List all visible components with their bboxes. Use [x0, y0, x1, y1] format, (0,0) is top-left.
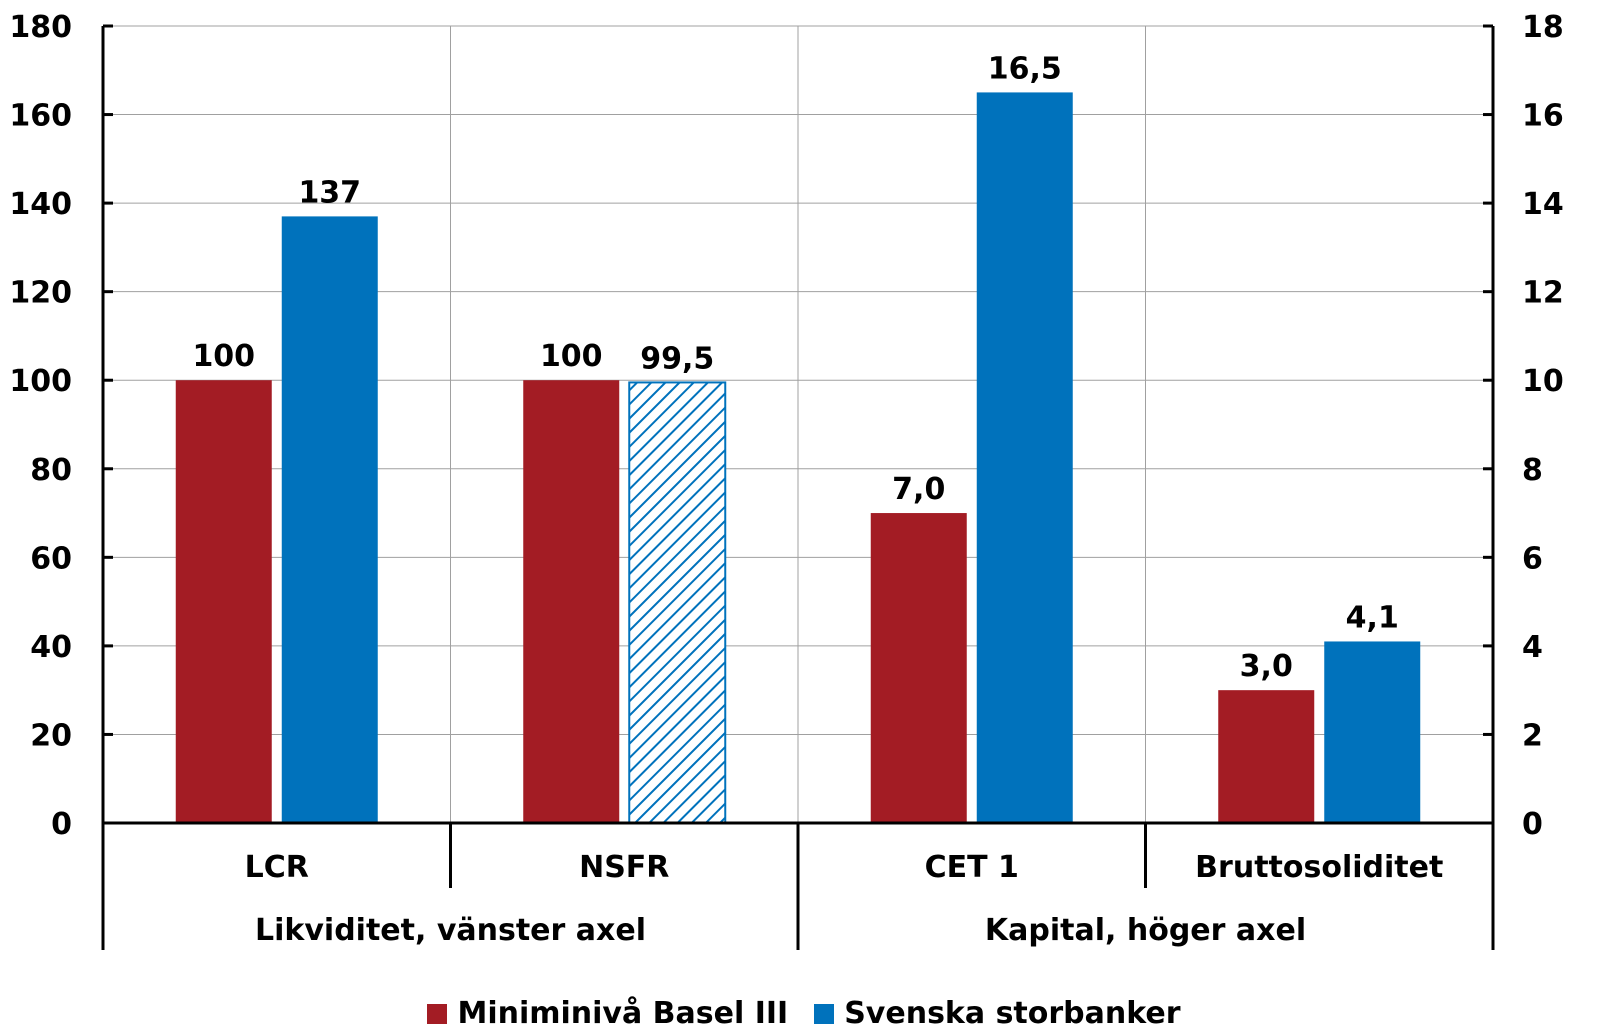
right-tick-label: 2 [1522, 718, 1543, 753]
data-label: 4,1 [1346, 600, 1399, 635]
left-tick-label: 40 [30, 630, 72, 665]
legend-label-minimum: Miniminivå Basel III [457, 996, 789, 1031]
legend-item-banks: Svenska storbanker [814, 996, 1181, 1031]
chart-canvas: 0 20 40 60 80 100 120 140 160 180 0 2 4 6 8 10 12 14 16 18 1… [9, 10, 1564, 950]
bar-banks [281, 216, 378, 824]
left-tick-label: 160 [9, 99, 72, 134]
labels: 0 20 40 60 80 100 120 140 160 180 0 2 4 6 8 10 12 14 16 18 1… [9, 10, 1563, 948]
right-tick-label: 16 [1522, 99, 1564, 134]
legend-label-banks: Svenska storbanker [844, 996, 1181, 1031]
bar-banks [628, 381, 727, 824]
right-tick-label: 14 [1522, 187, 1564, 222]
data-label: 3,0 [1240, 649, 1293, 684]
left-tick-label: 60 [30, 541, 72, 576]
data-label: 99,5 [640, 341, 714, 376]
legend-item-minimum: Miniminivå Basel III [427, 996, 788, 1031]
category-label: Bruttosoliditet [1195, 850, 1443, 885]
data-label: 100 [540, 339, 603, 374]
right-tick-label: 8 [1522, 453, 1543, 488]
bar-minimum [523, 380, 620, 823]
group-label: Kapital, höger axel [985, 913, 1306, 948]
left-tick-label: 180 [9, 10, 72, 45]
left-tick-label: 120 [9, 276, 72, 311]
bar-minimum [870, 513, 967, 823]
right-tick-label: 12 [1522, 276, 1564, 311]
right-tick-label: 6 [1522, 541, 1543, 576]
category-label: LCR [245, 850, 309, 885]
right-tick-label: 10 [1522, 364, 1564, 399]
legend-swatch-banks [814, 1003, 835, 1024]
data-label: 7,0 [892, 472, 945, 507]
bar-banks [976, 92, 1073, 823]
legend-swatch-minimum [427, 1003, 448, 1024]
category-label: NSFR [579, 850, 669, 885]
left-tick-label: 80 [30, 453, 72, 488]
category-label: CET 1 [925, 850, 1019, 885]
group-label: Likviditet, vänster axel [255, 913, 646, 948]
left-tick-label: 140 [9, 187, 72, 222]
right-tick-label: 18 [1522, 10, 1564, 45]
left-tick-label: 0 [51, 807, 72, 842]
right-tick-label: 0 [1522, 807, 1543, 842]
data-label: 100 [192, 339, 255, 374]
bar-minimum [1218, 690, 1315, 823]
axes [101, 24, 1495, 950]
data-label: 137 [298, 175, 361, 210]
data-label: 16,5 [988, 51, 1062, 86]
bars [175, 92, 1421, 824]
left-tick-label: 100 [9, 364, 72, 399]
legend: Miniminivå Basel III Svenska storbanker [0, 996, 1608, 1031]
bar-banks [1324, 641, 1421, 823]
left-tick-label: 20 [30, 718, 72, 753]
bar-minimum [175, 380, 272, 823]
right-tick-label: 4 [1522, 630, 1543, 665]
